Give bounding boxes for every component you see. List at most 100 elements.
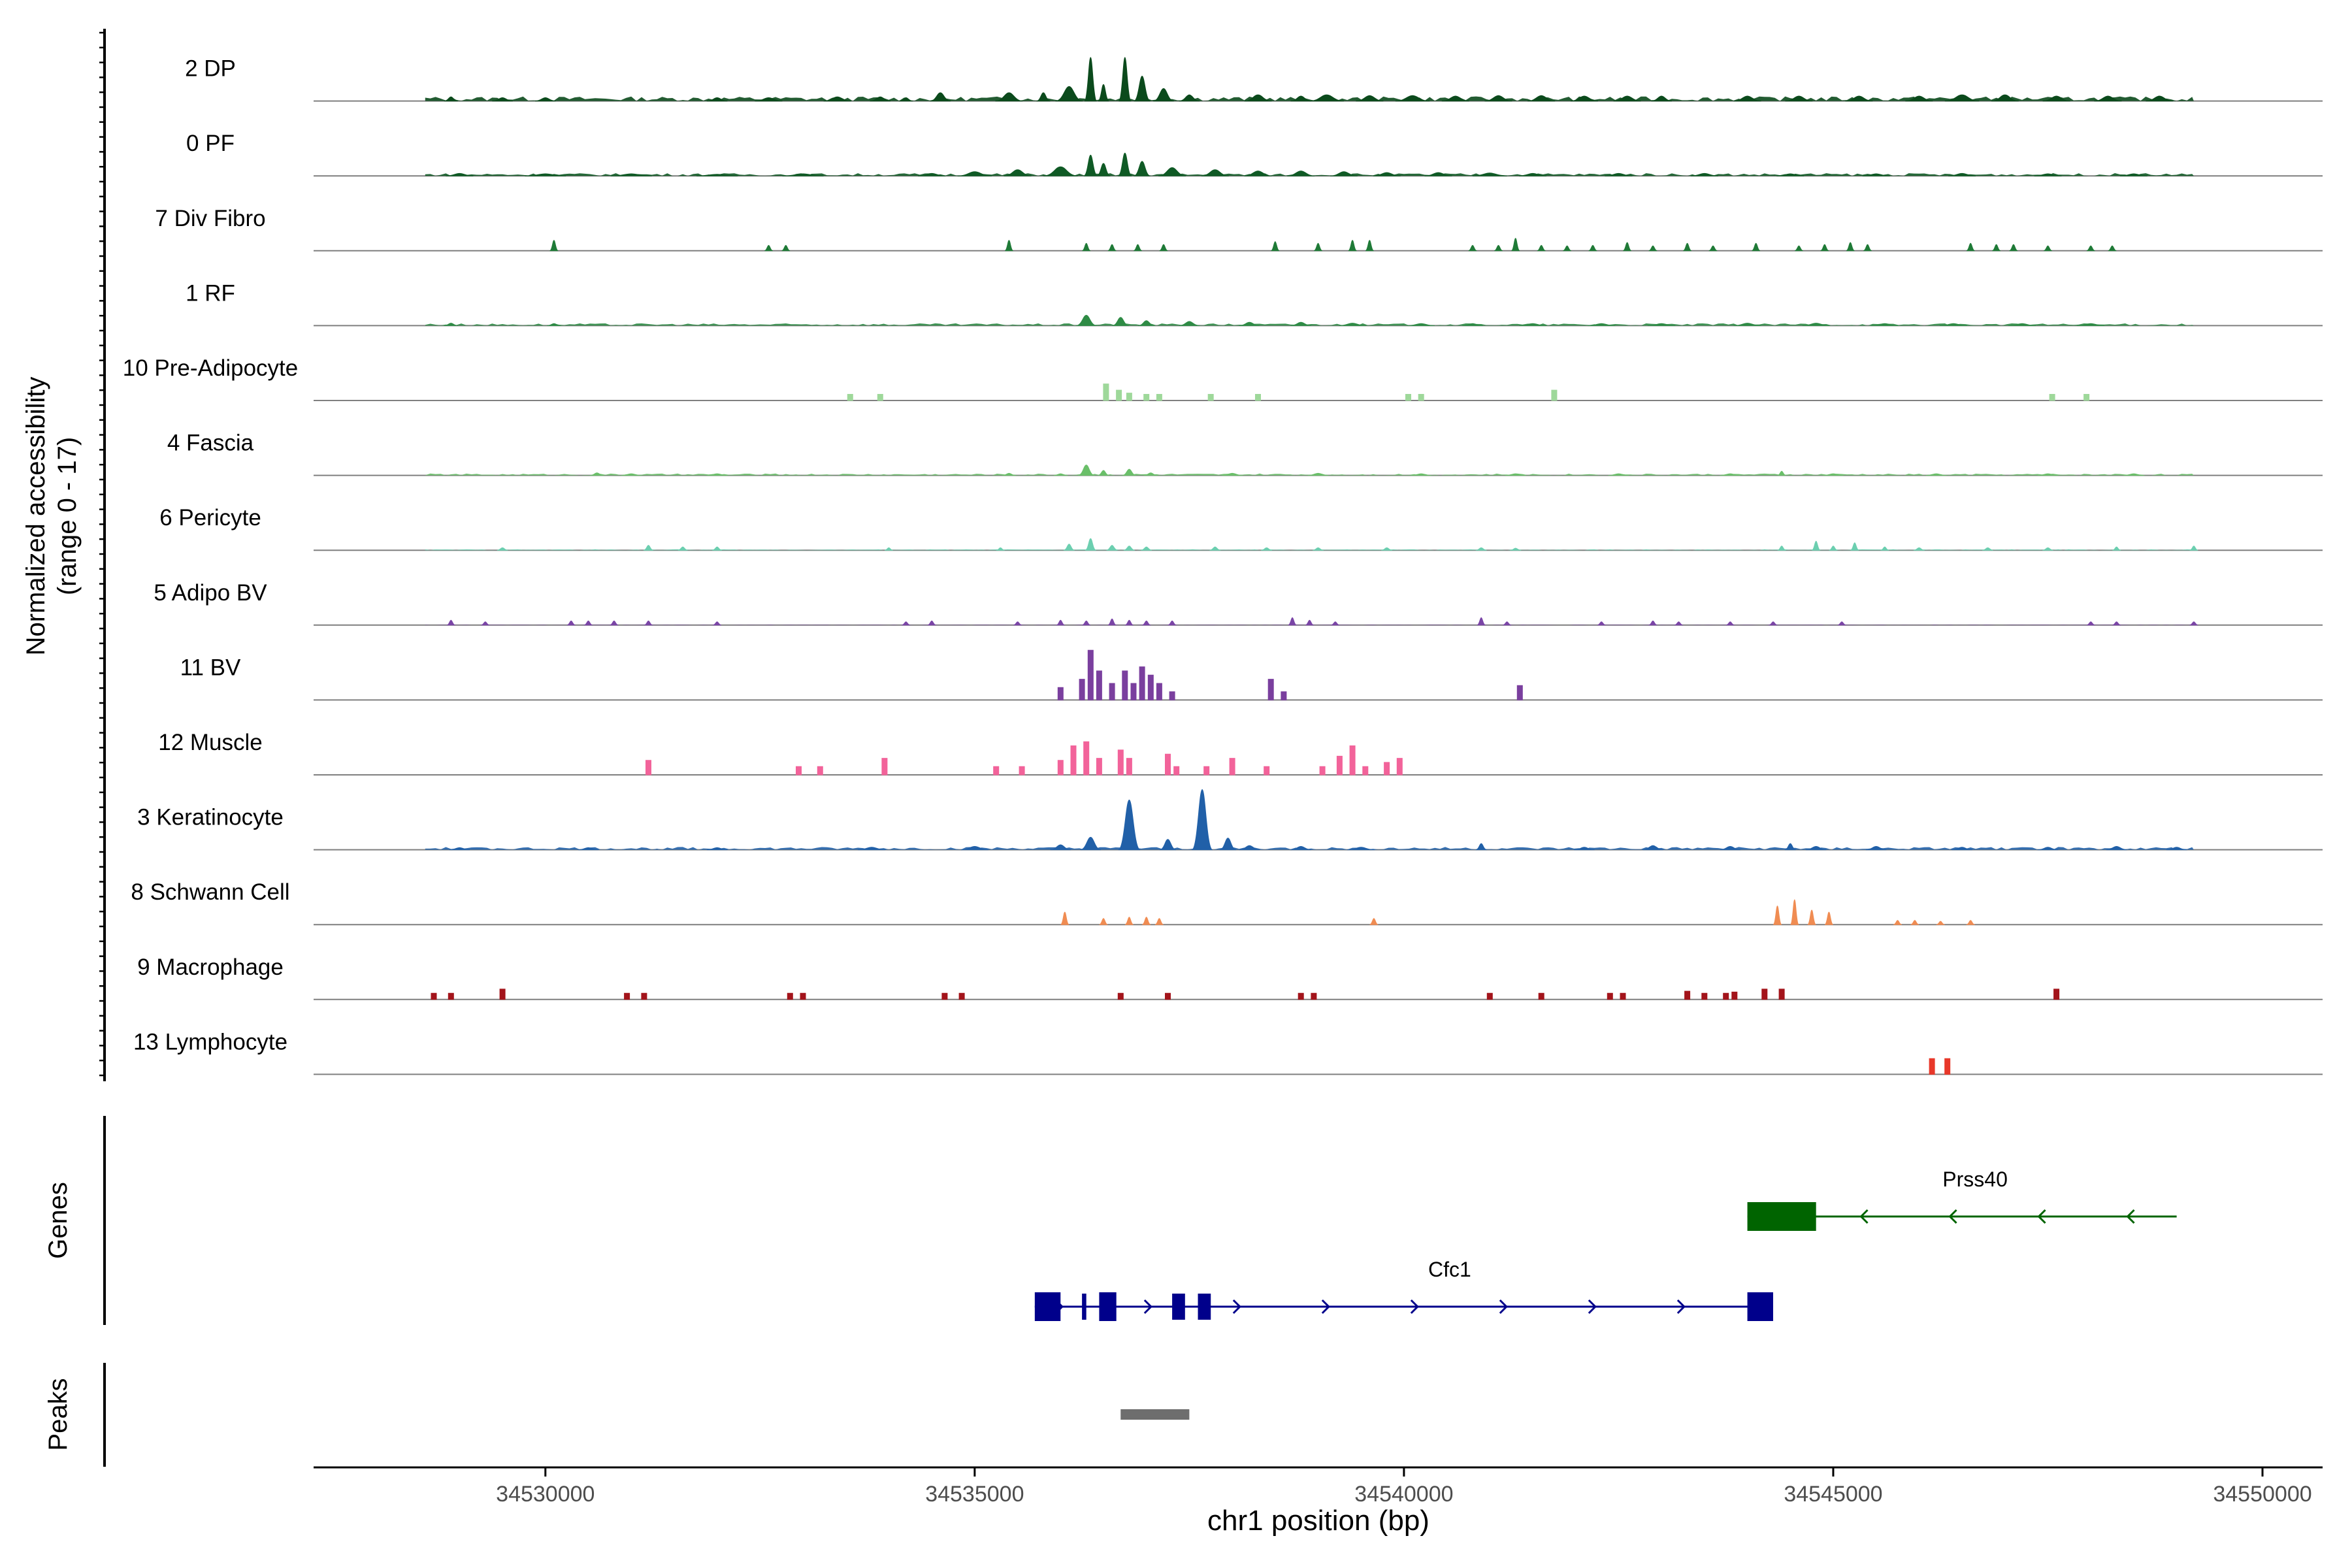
coverage-peak xyxy=(1362,766,1369,776)
coverage-peak xyxy=(1992,244,2001,252)
coverage-peak xyxy=(431,992,437,1000)
coverage-peak xyxy=(1107,618,1117,626)
coverage-peak xyxy=(1109,683,1115,700)
track-label: 12 Muscle xyxy=(158,730,263,755)
coverage-peak xyxy=(1142,917,1151,925)
track-1-rf xyxy=(314,314,2323,327)
coverage-peak xyxy=(2189,621,2198,626)
track-label: 10 Pre-Adipocyte xyxy=(123,355,298,381)
strand-arrow xyxy=(2126,1209,2135,1224)
strand-arrow xyxy=(1143,1299,1152,1315)
coverage-peak xyxy=(1623,242,1632,252)
coverage-peak xyxy=(902,621,911,626)
track-8-schwann-cell xyxy=(314,899,2323,926)
track-4-fascia xyxy=(314,465,2323,476)
x-axis-label: chr1 position (bp) xyxy=(1207,1505,1429,1537)
coverage-peak xyxy=(1134,161,1151,176)
coverage-peak xyxy=(1772,906,1782,925)
coverage-noise xyxy=(425,847,2194,850)
coverage-peak xyxy=(1057,760,1064,776)
coverage-peak xyxy=(1475,547,1487,551)
coverage-peak xyxy=(1117,992,1124,1000)
coverage-peak xyxy=(1405,394,1411,401)
coverage-peak xyxy=(2009,244,2018,252)
coverage-peak xyxy=(1348,240,1357,252)
x-axis-ticks: 34530000 34535000 34540000 34545000 34550000 xyxy=(496,1467,2312,1507)
coverage-peak xyxy=(1124,619,1134,626)
coverage-peak xyxy=(1486,992,1493,1000)
coverage-peak xyxy=(1165,753,1171,776)
coverage-peak xyxy=(1124,917,1134,925)
gene-cfc1: Cfc1 xyxy=(1034,1258,1773,1321)
track-labels: 2 DP 0 PF 7 Div Fibro 1 RF 10 Pre-Adipocyte 4… xyxy=(123,56,298,1055)
track-label: 9 Macrophage xyxy=(137,955,284,980)
coverage-peak xyxy=(1982,547,1993,551)
track-label: 3 Keratinocyte xyxy=(137,805,284,830)
track-6-pericyte xyxy=(314,538,2323,551)
coverage-peak xyxy=(1674,621,1683,626)
x-tick-label: 34540000 xyxy=(1354,1482,1453,1507)
track-label: 7 Div Fibro xyxy=(155,206,265,231)
exon xyxy=(1172,1294,1185,1320)
coverage-peak xyxy=(1708,245,1718,252)
coverage-noise xyxy=(425,173,2194,176)
coverage-peak xyxy=(1159,244,1168,252)
coverage-peak xyxy=(1807,909,1816,925)
coverage-peak xyxy=(1156,394,1162,401)
strand-arrow xyxy=(1676,1299,1686,1315)
coverage-peak xyxy=(1096,670,1102,700)
coverage-peak xyxy=(1203,766,1210,776)
track-10-pre-adipocyte xyxy=(314,384,2323,401)
coverage-peak xyxy=(847,394,853,401)
coverage-peak xyxy=(1288,617,1297,626)
coverage-peak xyxy=(1165,992,1171,1000)
coverage-peak xyxy=(1761,988,1768,1000)
track-label: 0 PF xyxy=(186,131,235,156)
coverage-peak xyxy=(1313,242,1323,252)
coverage-peak xyxy=(1349,745,1356,776)
exon xyxy=(1034,1292,1061,1321)
coverage-peak xyxy=(1134,75,1151,102)
coverage-noise xyxy=(425,473,2194,476)
coverage-peak xyxy=(1083,741,1090,776)
coverage-peak xyxy=(1812,540,1821,551)
track-2-dp xyxy=(314,57,2323,102)
coverage-peak xyxy=(1085,538,1096,551)
coverage-peak xyxy=(1168,620,1177,626)
coverage-peak xyxy=(1648,245,1658,252)
coverage-peak xyxy=(1004,240,1014,252)
strand-arrow xyxy=(1588,1299,1597,1315)
coverage-peak xyxy=(1267,679,1274,700)
coverage-peak xyxy=(1122,670,1128,700)
coverage-peak xyxy=(1468,244,1477,252)
coverage-peak xyxy=(1369,918,1379,925)
x-tick-label: 34535000 xyxy=(925,1482,1024,1507)
coverage-peak xyxy=(1264,766,1270,776)
coverage-peak xyxy=(713,621,722,626)
coverage-peak xyxy=(1538,992,1544,1000)
coverage-peak xyxy=(1255,394,1261,401)
coverage-peak xyxy=(499,988,506,1000)
coverage-peak xyxy=(1966,920,1975,925)
coverage-peak xyxy=(2086,621,2095,626)
coverage-peak xyxy=(1154,918,1164,925)
coverage-peak xyxy=(1123,546,1135,551)
coverage-peak xyxy=(610,620,619,626)
track-13-lymphocyte xyxy=(314,1058,2323,1075)
exon xyxy=(1099,1292,1117,1321)
track-11-bv xyxy=(314,649,2323,701)
coverage-peak xyxy=(1298,992,1304,1000)
coverage-peak xyxy=(1099,918,1108,925)
coverage-peak xyxy=(1511,238,1520,252)
coverage-peak xyxy=(1013,621,1022,626)
coverage-peak xyxy=(2112,546,2121,551)
coverage-peak xyxy=(1929,1058,1935,1075)
coverage-peak xyxy=(1305,619,1314,626)
coverage-peak xyxy=(645,760,651,776)
coverage-peak xyxy=(1019,766,1025,776)
coverage-peak xyxy=(1701,992,1708,1000)
coverage-peak xyxy=(993,766,1000,776)
y-axis-label-range: (range 0 - 17) xyxy=(53,437,82,595)
